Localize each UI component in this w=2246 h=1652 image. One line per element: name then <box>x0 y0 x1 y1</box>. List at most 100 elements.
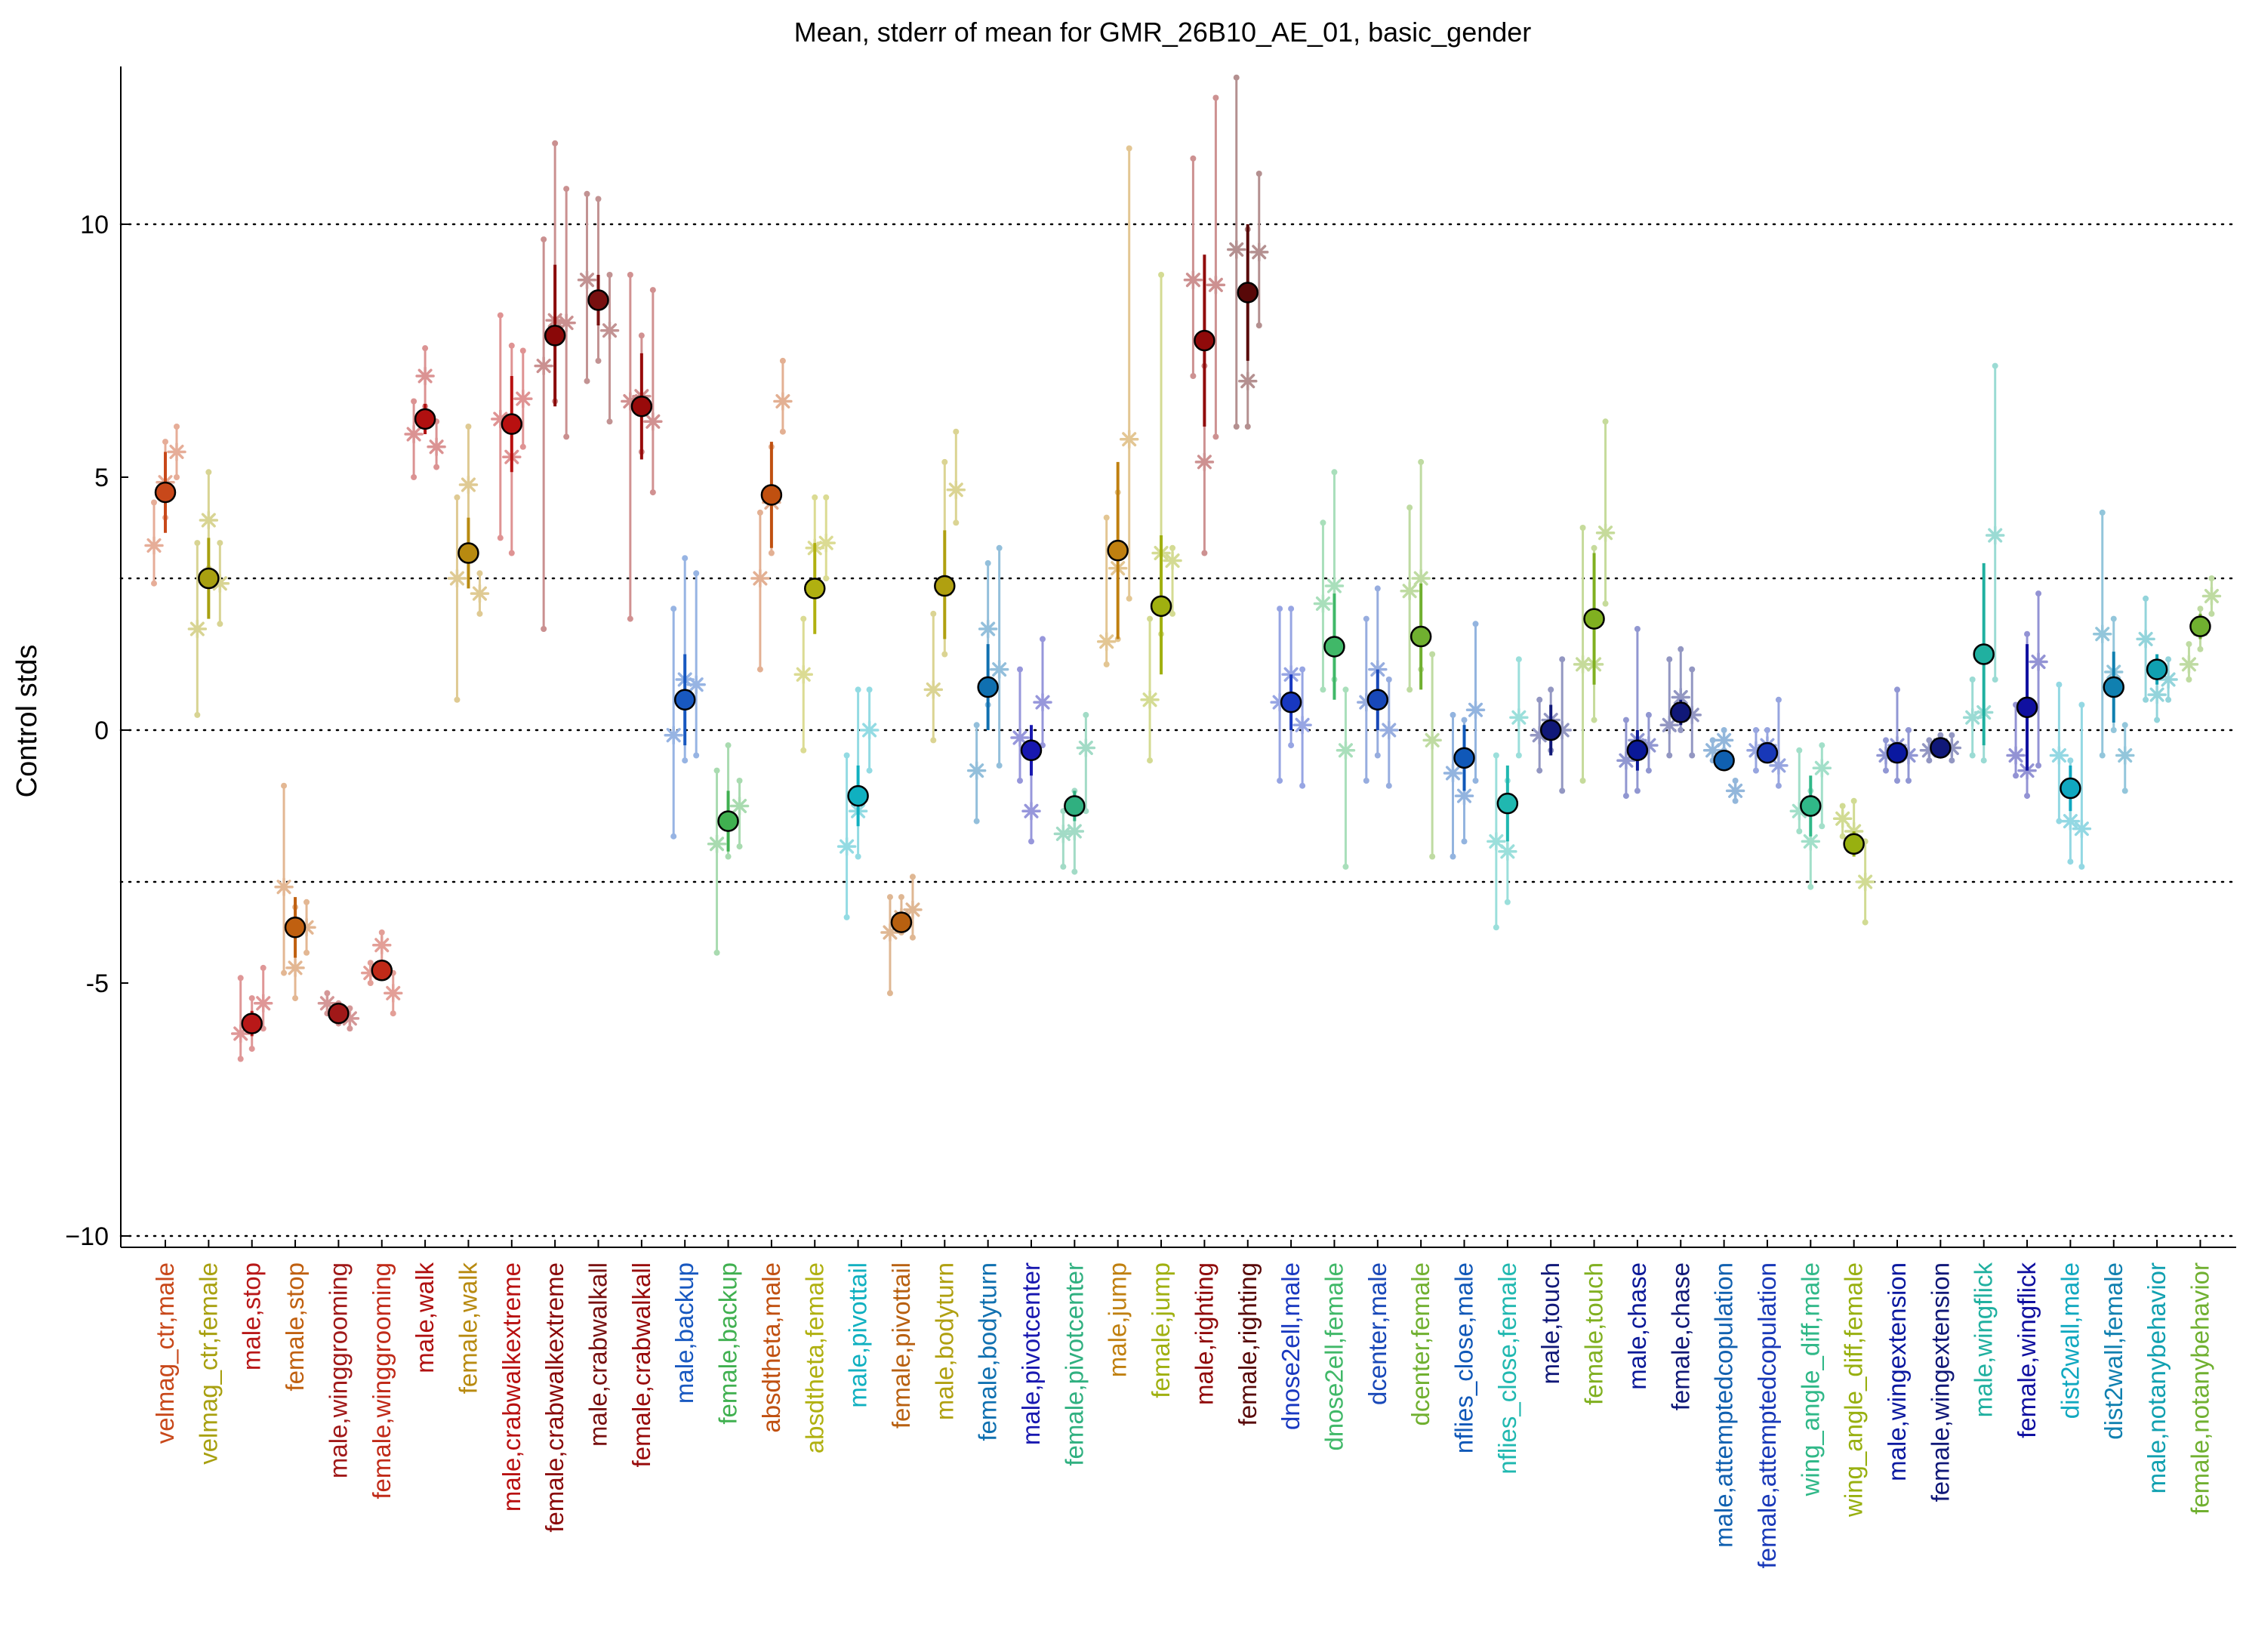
sub-errorbar-end <box>1775 782 1782 789</box>
sub-mean-marker <box>1249 242 1269 262</box>
sub-errorbar-end <box>1796 828 1803 834</box>
sub-mean-marker-stroke <box>472 586 487 601</box>
x-tick-label: female,pivotcenter <box>1060 1262 1088 1466</box>
category-group <box>2179 575 2222 683</box>
sub-mean-marker <box>1509 707 1529 727</box>
sub-mean-marker <box>1573 655 1593 674</box>
sub-mean-marker-stroke <box>429 439 444 455</box>
sub-errorbar-end <box>1028 838 1034 845</box>
category-group <box>447 424 490 703</box>
category-group <box>923 428 966 744</box>
sub-errorbar-end <box>725 853 732 860</box>
sub-mean-marker <box>880 923 900 942</box>
sub-errorbar-end <box>1894 778 1900 784</box>
x-tick-label: female,stop <box>281 1262 309 1392</box>
sub-mean-marker-stroke <box>1576 657 1591 672</box>
sub-mean-marker <box>1832 809 1853 828</box>
sub-errorbar-end <box>1331 469 1338 476</box>
x-tick-label: female,wingextension <box>1926 1262 1954 1502</box>
sub-mean-marker-stroke <box>2138 631 2153 646</box>
sub-errorbar-end <box>756 509 763 516</box>
sub-errorbar-end <box>2154 717 2161 723</box>
sub-mean-marker <box>643 411 663 432</box>
sub-errorbar-end <box>1689 752 1696 759</box>
sub-errorbar-end <box>713 949 720 956</box>
sub-errorbar-end <box>237 1056 244 1062</box>
sub-mean-marker <box>946 480 966 500</box>
sub-errorbar-end <box>2186 641 2192 648</box>
sub-errorbar-end <box>1992 677 1998 683</box>
sub-mean-marker <box>1119 430 1139 449</box>
sub-mean-marker <box>989 659 1009 680</box>
x-tick-label: female,jump <box>1147 1262 1175 1398</box>
x-tick-label: male,attemptedcopulation <box>1710 1262 1738 1548</box>
sub-errorbar-end <box>1288 606 1295 612</box>
sub-mean-marker-stroke <box>2118 747 2133 763</box>
sub-errorbar-end <box>1969 677 1976 683</box>
sub-errorbar-end <box>584 378 590 384</box>
category-group <box>187 469 230 718</box>
sub-mean-marker <box>2147 685 2167 704</box>
sub-mean-marker-stroke <box>1326 578 1342 593</box>
x-tick-label: male,bodyturn <box>930 1262 958 1420</box>
sub-mean-marker <box>1324 576 1345 596</box>
sub-errorbar-end <box>1992 362 1998 369</box>
sub-errorbar-end <box>281 969 288 976</box>
x-tick-label: female,winggrooming <box>368 1262 396 1499</box>
x-tick-label: female,chase <box>1666 1262 1694 1410</box>
category-group <box>1659 646 1702 759</box>
sub-mean-marker <box>556 313 576 333</box>
sub-mean-marker <box>2072 818 2092 839</box>
sub-errorbar-end <box>1429 853 1436 860</box>
mean-marker <box>977 676 999 698</box>
sub-mean-marker <box>2093 624 2112 644</box>
sub-errorbar-end <box>1472 778 1479 784</box>
sub-mean-marker-stroke <box>189 621 205 636</box>
sub-mean-marker <box>404 424 424 444</box>
sub-errorbar-end <box>941 458 948 465</box>
reference-lines <box>119 223 2238 1237</box>
sub-errorbar-end <box>930 610 937 617</box>
sub-errorbar-end <box>1559 787 1566 794</box>
sub-mean-marker <box>923 680 944 700</box>
sub-errorbar-end <box>1385 782 1392 789</box>
sub-errorbar-end <box>627 615 633 622</box>
sub-mean-marker <box>903 900 923 920</box>
mean-marker <box>1150 595 1172 618</box>
mean-marker <box>1280 691 1302 714</box>
sub-errorbar-end <box>823 575 830 581</box>
category-group <box>880 874 923 997</box>
sub-errorbar-end <box>2197 646 2204 652</box>
sub-mean-marker-stroke <box>516 391 531 406</box>
sub-mean-marker-stroke <box>1673 689 1688 704</box>
sub-errorbar-end <box>367 960 374 966</box>
sub-mean-marker <box>1238 371 1258 391</box>
sub-errorbar-end <box>390 1010 396 1017</box>
sub-mean-marker <box>978 619 998 639</box>
sub-mean-marker-stroke <box>1122 432 1137 447</box>
sub-errorbar-end <box>1169 610 1176 617</box>
y-tick-label: -5 <box>86 969 109 998</box>
category-group <box>1140 272 1182 764</box>
sub-errorbar-end <box>563 186 570 193</box>
sub-mean-marker <box>1053 824 1074 844</box>
mean-marker <box>2146 658 2168 680</box>
sub-errorbar-end <box>174 474 180 480</box>
sub-errorbar-end <box>2024 630 2031 637</box>
sub-mean-marker-stroke <box>1456 788 1472 803</box>
sub-mean-marker <box>1855 872 1875 892</box>
sub-errorbar-end <box>1709 737 1716 744</box>
sub-mean-marker <box>199 510 219 530</box>
sub-mean-marker <box>577 270 597 290</box>
sub-errorbar-end <box>800 615 807 622</box>
x-tick-label: female,pivottail <box>887 1262 915 1429</box>
sub-errorbar-end <box>670 606 677 612</box>
sub-mean-marker-stroke <box>1814 760 1829 775</box>
sub-errorbar-end <box>1862 919 1869 926</box>
sub-errorbar-end <box>984 559 991 566</box>
sub-errorbar-end <box>1839 833 1846 840</box>
sub-errorbar-end <box>1493 924 1499 931</box>
sub-errorbar-end <box>1244 424 1251 430</box>
sub-mean-marker-stroke <box>1142 692 1157 707</box>
sub-mean-marker <box>1163 550 1182 571</box>
